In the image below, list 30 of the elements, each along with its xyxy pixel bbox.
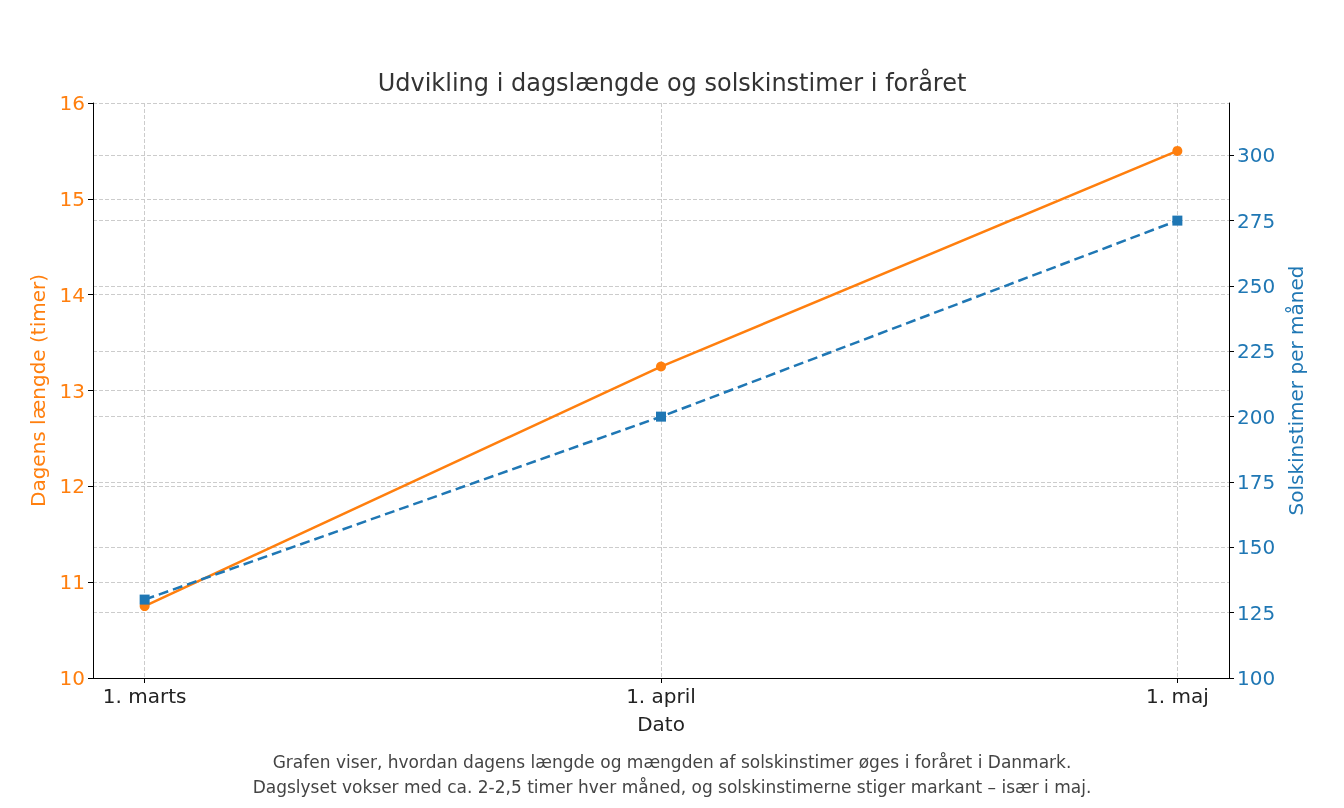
y2-tick-label: 125 [1237, 600, 1276, 625]
y2-tick-label: 275 [1237, 208, 1276, 233]
x-tick-label: 1. april [626, 684, 696, 708]
text: Grafen viser, hvordan dagens længde og mængden af solskinstimer øges i foråret i Danmark. [272, 751, 1072, 772]
x-tick-label: 1. maj [1146, 684, 1209, 708]
text: Dagslyset vokser med ca. 2-2,5 timer hver måned, og solskinstimerne stiger markant – især i maj. [252, 776, 1092, 797]
y2-tick-label: 225 [1237, 339, 1276, 364]
y2-tick-label: 250 [1237, 273, 1276, 298]
y-tick-label: 14 [59, 282, 85, 307]
x-tick-label: 1. marts [102, 684, 187, 708]
y2-tick-label: 175 [1237, 469, 1276, 494]
y2-tick-label: 100 [1237, 666, 1276, 690]
y-tick-label: 15 [59, 186, 85, 211]
chart-title: Udvikling i dagslængde og solskinstimer i foråret [377, 68, 967, 97]
x-axis-title: Dato [637, 712, 685, 736]
y-tick-label: 12 [59, 474, 85, 499]
y-tick-label: 16 [59, 91, 85, 115]
y-tick-label: 10 [59, 666, 85, 690]
y-tick-label: 11 [59, 570, 85, 595]
y2-axis-title: Solskinstimer per måned [1284, 265, 1309, 516]
y2-tick-label: 150 [1237, 535, 1276, 560]
point [139, 594, 150, 605]
point [1172, 145, 1183, 156]
point [1172, 215, 1183, 226]
y2-tick-label: 200 [1237, 404, 1276, 429]
point [656, 411, 666, 422]
y-tick-label: 13 [59, 378, 85, 403]
y-axis-title: Dagens længde (timer) [26, 273, 50, 508]
point [656, 361, 666, 372]
y2-tick-label: 300 [1237, 143, 1276, 168]
